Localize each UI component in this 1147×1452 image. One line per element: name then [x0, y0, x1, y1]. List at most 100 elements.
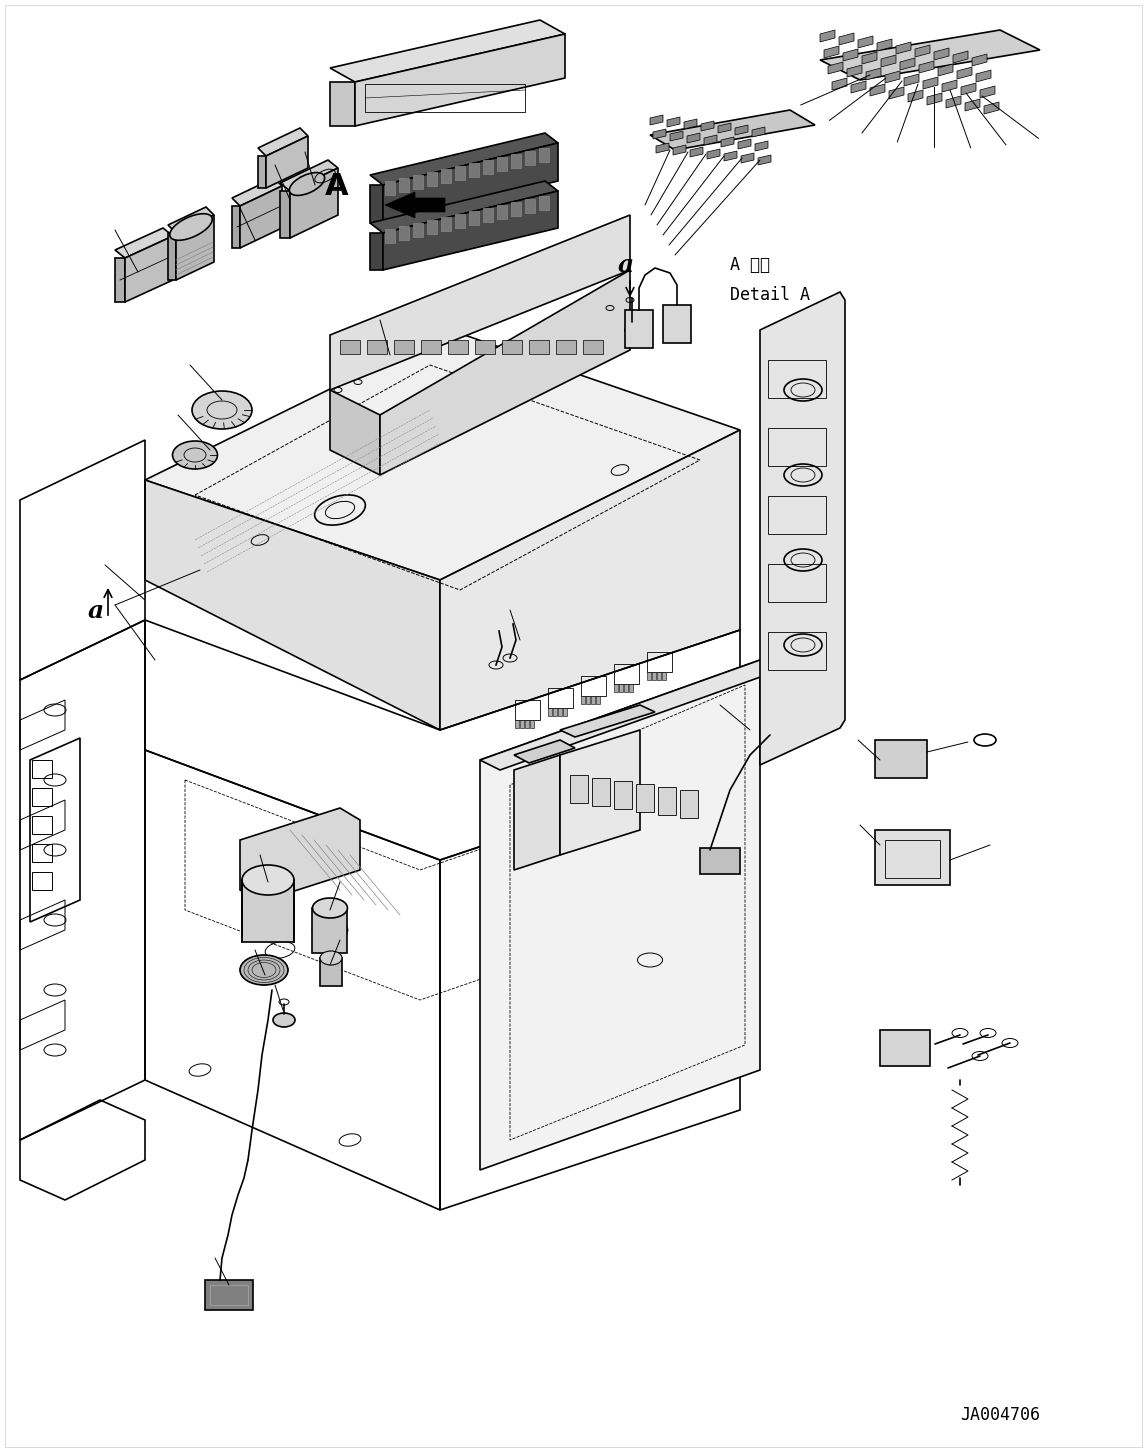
Bar [624, 684, 629, 693]
Polygon shape [385, 192, 445, 218]
Text: Detail A: Detail A [729, 286, 810, 303]
Polygon shape [673, 145, 686, 155]
Polygon shape [690, 147, 703, 157]
Bar [530, 720, 535, 727]
Polygon shape [330, 215, 630, 391]
Polygon shape [904, 74, 919, 86]
Bar [614, 664, 639, 684]
Bar [768, 360, 826, 398]
Bar [32, 816, 52, 833]
Bar [525, 151, 535, 166]
Bar [427, 171, 437, 186]
Polygon shape [514, 755, 560, 870]
Bar [340, 340, 360, 354]
Bar [635, 784, 654, 812]
Bar [455, 166, 465, 180]
Polygon shape [440, 430, 740, 730]
Bar [647, 672, 651, 680]
Bar [582, 677, 606, 696]
Text: a: a [88, 600, 104, 623]
Bar [529, 340, 549, 354]
Polygon shape [704, 135, 717, 145]
Polygon shape [832, 78, 846, 90]
Bar [570, 775, 588, 803]
Polygon shape [846, 65, 863, 77]
Bar [413, 176, 423, 189]
Polygon shape [828, 62, 843, 74]
Bar [768, 497, 826, 534]
Bar [880, 1029, 930, 1066]
Polygon shape [258, 128, 309, 155]
Bar [210, 1285, 248, 1305]
Bar [663, 305, 690, 343]
Polygon shape [670, 131, 682, 141]
Polygon shape [889, 87, 904, 99]
Bar [700, 848, 740, 874]
Bar [539, 148, 549, 163]
Bar [497, 205, 507, 219]
Ellipse shape [170, 213, 212, 240]
Polygon shape [877, 39, 892, 51]
Bar [768, 632, 826, 669]
Polygon shape [919, 61, 934, 73]
Polygon shape [266, 136, 309, 187]
Polygon shape [881, 55, 896, 67]
Bar [483, 208, 493, 222]
Polygon shape [356, 33, 565, 126]
Bar [658, 787, 676, 815]
Bar [515, 720, 518, 727]
Ellipse shape [242, 865, 294, 894]
Bar [625, 309, 653, 348]
Bar [515, 700, 540, 720]
Text: JA004706: JA004706 [960, 1406, 1040, 1424]
Polygon shape [290, 168, 338, 238]
Polygon shape [560, 730, 640, 855]
Bar [421, 340, 440, 354]
Polygon shape [900, 58, 915, 70]
Polygon shape [724, 151, 738, 161]
Bar [32, 844, 52, 862]
Polygon shape [479, 661, 780, 770]
Bar [32, 788, 52, 806]
Bar [619, 684, 623, 693]
Polygon shape [755, 141, 768, 151]
Bar [548, 688, 574, 709]
Bar [657, 672, 661, 680]
Polygon shape [330, 20, 565, 81]
Bar [32, 759, 52, 778]
Polygon shape [820, 30, 1040, 80]
Text: A: A [325, 171, 349, 200]
Bar [582, 696, 585, 704]
Polygon shape [843, 49, 858, 61]
Bar [512, 202, 521, 216]
Bar [586, 696, 590, 704]
Bar [395, 340, 414, 354]
Polygon shape [280, 160, 338, 192]
Bar [591, 696, 595, 704]
Polygon shape [240, 186, 282, 248]
Polygon shape [984, 102, 999, 115]
Polygon shape [330, 391, 380, 475]
Bar [596, 696, 600, 704]
Polygon shape [760, 292, 845, 765]
Bar [413, 224, 423, 237]
Polygon shape [232, 179, 282, 206]
Bar [32, 873, 52, 890]
Ellipse shape [242, 894, 294, 925]
Polygon shape [514, 741, 575, 762]
Polygon shape [656, 142, 669, 152]
Polygon shape [383, 192, 557, 270]
Bar [469, 163, 479, 177]
Polygon shape [738, 139, 751, 150]
Polygon shape [972, 54, 988, 65]
Polygon shape [976, 70, 991, 81]
Polygon shape [370, 232, 383, 270]
Polygon shape [145, 330, 740, 579]
Ellipse shape [192, 391, 252, 428]
Polygon shape [820, 30, 835, 42]
Bar [399, 179, 409, 192]
Bar [768, 428, 826, 466]
Polygon shape [980, 86, 994, 97]
Polygon shape [115, 228, 173, 258]
Bar [502, 340, 522, 354]
